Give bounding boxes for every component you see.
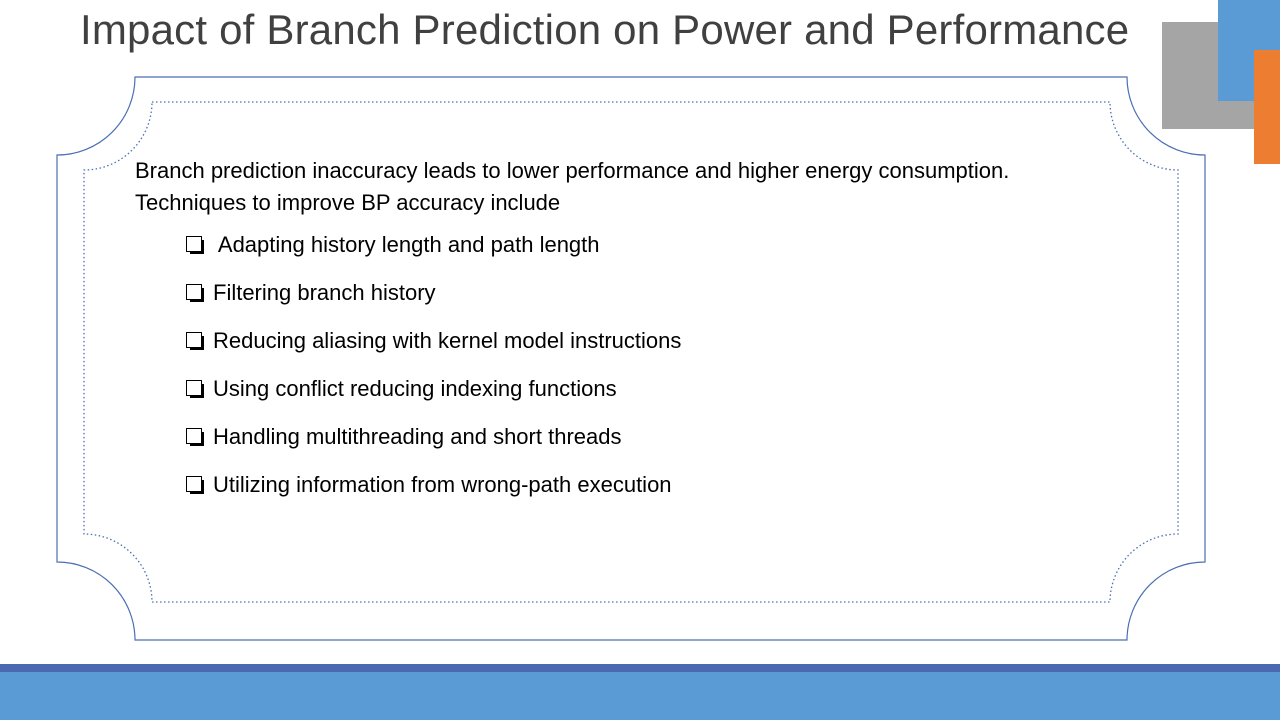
technique-list: Adapting history length and path length … [185,229,1135,517]
list-item: Reducing aliasing with kernel model inst… [185,325,1135,373]
footer-band [0,672,1280,720]
checkbox-square-icon [185,325,205,353]
slide-title: Impact of Branch Prediction on Power and… [80,6,1130,53]
checkbox-square-icon [185,421,205,449]
frame-outer-border [56,76,1206,641]
list-item: Using conflict reducing indexing functio… [185,373,1135,421]
list-item: Filtering branch history [185,277,1135,325]
list-item-text: Handling multithreading and short thread… [213,424,622,449]
list-item: Handling multithreading and short thread… [185,421,1135,469]
accent-orange-block [1254,50,1280,164]
checkbox-square-icon [185,277,205,305]
list-item-text: Utilizing information from wrong-path ex… [213,472,672,497]
checkbox-square-icon [185,229,205,257]
checkbox-square-icon [185,373,205,401]
checkbox-square-icon [185,469,205,497]
intro-line-1: Branch prediction inaccuracy leads to lo… [135,158,1010,183]
intro-line-2: Techniques to improve BP accuracy includ… [135,190,561,215]
list-item: Utilizing information from wrong-path ex… [185,469,1135,517]
list-item-text: Using conflict reducing indexing functio… [213,376,617,401]
frame-inner-dotted-border [83,101,1179,603]
slide-body: Branch prediction inaccuracy leads to lo… [135,155,1135,517]
footer-band-dark [0,664,1280,672]
list-item-text: Adapting history length and path length [213,232,600,257]
list-item-text: Filtering branch history [213,280,436,305]
intro-text: Branch prediction inaccuracy leads to lo… [135,155,1135,219]
list-item: Adapting history length and path length [185,229,1135,277]
list-item-text: Reducing aliasing with kernel model inst… [213,328,682,353]
